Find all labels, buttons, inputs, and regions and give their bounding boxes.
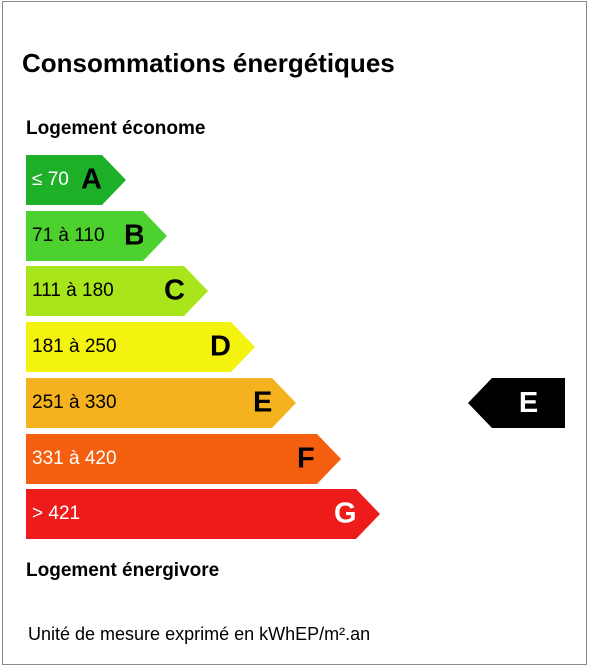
indicator-arrow [468, 378, 492, 428]
energy-class-c-arrow [184, 266, 208, 316]
energy-class-a-range: ≤ 70 [32, 169, 69, 190]
energy-class-g-letter: G [334, 497, 357, 530]
energy-class-d-letter: D [210, 330, 231, 363]
page-title: Consommations énergétiques [22, 48, 395, 78]
energy-class-c-letter: C [164, 274, 185, 307]
energy-class-c-range: 111 à 180 [32, 280, 114, 301]
energy-class-b-letter: B [124, 219, 145, 252]
energy-class-a-letter: A [81, 163, 102, 196]
energy-class-b-arrow [143, 211, 167, 261]
energy-class-b-range: 71 à 110 [32, 225, 105, 246]
energy-class-b-bar: 71 à 110 B [26, 211, 167, 261]
energy-class-g-bar: > 421 G [26, 489, 380, 539]
energy-class-f-letter: F [297, 442, 315, 475]
unit-note: Unité de mesure exprimé en kWhEP/m².an [28, 624, 371, 644]
efficient-label: Logement économe [26, 118, 206, 139]
energy-class-e-range: 251 à 330 [32, 392, 117, 413]
energy-class-g-arrow [356, 489, 380, 539]
energy-class-a-bar: ≤ 70 A [26, 155, 126, 205]
current-class-indicator: E [468, 378, 565, 428]
current-class-letter: E [518, 387, 539, 419]
energy-class-f-bar: 331 à 420 F [26, 434, 341, 484]
energy-intensive-label: Logement énergivore [26, 560, 220, 581]
energy-class-c-bar: 111 à 180 C [26, 266, 208, 316]
indicator-body [492, 378, 565, 428]
energy-class-d-range: 181 à 250 [32, 336, 117, 357]
energy-class-f-range: 331 à 420 [32, 448, 117, 469]
energy-class-g-range: > 421 [32, 503, 81, 524]
energy-class-e-letter: E [253, 386, 273, 419]
energy-class-e-arrow [272, 378, 296, 428]
energy-class-d-arrow [231, 322, 255, 372]
energy-class-f-arrow [317, 434, 341, 484]
energy-class-e-bar: 251 à 330 E [26, 378, 296, 428]
energy-class-d-bar: 181 à 250 D [26, 322, 255, 372]
energy-class-a-arrow [102, 155, 126, 205]
